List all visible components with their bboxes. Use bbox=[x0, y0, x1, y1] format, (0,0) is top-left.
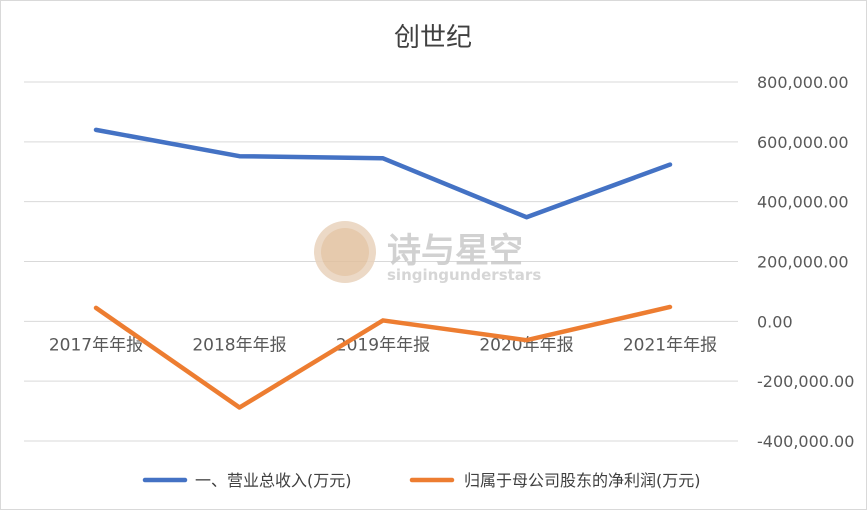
legend-label: 一、营业总收入(万元) bbox=[195, 471, 352, 490]
legend-label: 归属于母公司股东的净利润(万元) bbox=[464, 471, 701, 490]
series-lines bbox=[93, 127, 673, 410]
y-tick-label: -400,000.00 bbox=[757, 432, 854, 451]
x-tick-label: 2019年年报 bbox=[336, 335, 430, 355]
watermark: 诗与星空 singingunderstars bbox=[314, 221, 541, 284]
chart-title: 创世纪 bbox=[394, 23, 472, 53]
x-axis-tick-labels: 2017年年报 2018年年报 2019年年报 2020年年报 2021年年报 bbox=[49, 335, 717, 355]
x-tick-label: 2021年年报 bbox=[623, 335, 717, 355]
y-tick-label: 0.00 bbox=[757, 312, 793, 331]
x-tick-label: 2020年年报 bbox=[479, 335, 573, 355]
legend: 一、营业总收入(万元) 归属于母公司股东的净利润(万元) bbox=[142, 471, 701, 490]
y-tick-label: 800,000.00 bbox=[757, 73, 849, 92]
series-line-2 bbox=[93, 304, 673, 410]
x-tick-label: 2018年年报 bbox=[192, 335, 286, 355]
x-tick-label: 2017年年报 bbox=[49, 335, 143, 355]
y-tick-label: 600,000.00 bbox=[757, 133, 849, 152]
y-tick-label: 200,000.00 bbox=[757, 253, 849, 272]
watermark-subtext: singingunderstars bbox=[387, 266, 541, 284]
watermark-text: 诗与星空 bbox=[387, 231, 523, 271]
y-axis-tick-labels: 800,000.00 600,000.00 400,000.00 200,000.00… bbox=[757, 73, 854, 451]
y-tick-label: -200,000.00 bbox=[757, 372, 854, 391]
y-tick-label: 400,000.00 bbox=[757, 193, 849, 212]
series-line-1 bbox=[93, 127, 673, 220]
